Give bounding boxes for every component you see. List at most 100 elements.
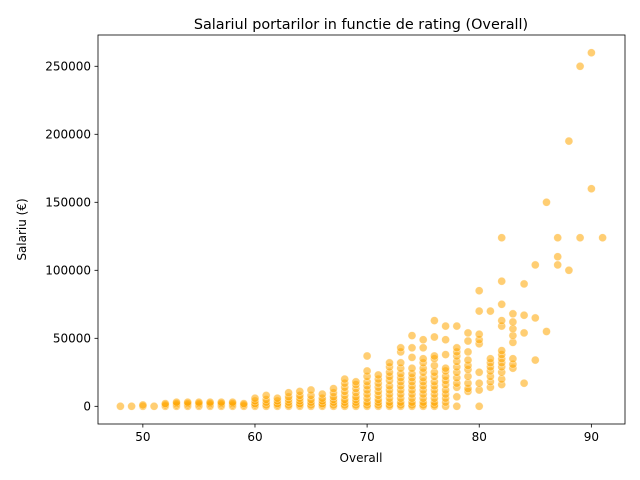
data-point bbox=[587, 48, 596, 58]
data-point bbox=[575, 62, 585, 71]
data-point bbox=[519, 279, 529, 289]
data-point bbox=[172, 397, 181, 407]
data-point bbox=[508, 354, 518, 364]
data-points bbox=[116, 48, 607, 411]
data-point bbox=[598, 233, 607, 242]
data-point bbox=[373, 370, 383, 380]
data-point bbox=[553, 252, 563, 262]
y-tick-label: 150000 bbox=[45, 196, 91, 210]
y-axis-label: Salariu (€) bbox=[15, 198, 29, 260]
data-point bbox=[474, 367, 484, 377]
data-point bbox=[261, 391, 271, 400]
data-point bbox=[497, 299, 507, 309]
data-point bbox=[116, 401, 125, 411]
data-point bbox=[441, 335, 450, 345]
data-point bbox=[194, 397, 204, 407]
y-tick-label: 100000 bbox=[45, 264, 91, 278]
data-point bbox=[474, 378, 484, 388]
data-point bbox=[486, 354, 495, 364]
data-point bbox=[138, 400, 148, 410]
data-point bbox=[407, 353, 417, 362]
data-point bbox=[317, 389, 327, 399]
data-point bbox=[407, 331, 417, 340]
data-point bbox=[418, 335, 428, 345]
data-point bbox=[508, 317, 518, 327]
data-point bbox=[452, 343, 462, 353]
data-point bbox=[161, 399, 170, 408]
data-point bbox=[273, 393, 282, 403]
data-point bbox=[519, 378, 529, 388]
data-point bbox=[407, 343, 417, 353]
data-point bbox=[452, 401, 462, 411]
y-tick-label: 50000 bbox=[53, 332, 91, 346]
data-point bbox=[463, 328, 473, 338]
data-point bbox=[418, 354, 428, 364]
data-point bbox=[306, 385, 316, 395]
data-point bbox=[205, 397, 215, 407]
data-point bbox=[149, 401, 159, 411]
y-tick-label: 0 bbox=[83, 400, 91, 414]
data-point bbox=[396, 358, 406, 368]
data-point bbox=[250, 393, 260, 403]
y-axis-ticks: 0 50000 100000 150000 200000 250000 bbox=[45, 60, 98, 414]
data-point bbox=[587, 184, 596, 193]
data-point bbox=[564, 136, 574, 146]
data-point bbox=[362, 351, 372, 361]
data-point bbox=[463, 355, 473, 365]
data-point bbox=[430, 351, 439, 361]
data-point bbox=[474, 306, 484, 316]
data-point bbox=[474, 286, 484, 296]
data-point bbox=[497, 276, 507, 286]
data-point bbox=[497, 233, 507, 242]
data-point bbox=[474, 329, 484, 339]
data-point bbox=[228, 397, 237, 407]
data-point bbox=[407, 363, 417, 373]
x-tick-label: 80 bbox=[472, 430, 487, 444]
x-tick-label: 50 bbox=[135, 430, 150, 444]
x-tick-label: 70 bbox=[359, 430, 374, 444]
data-point bbox=[284, 388, 293, 398]
x-axis-label: Overall bbox=[340, 451, 383, 465]
data-point bbox=[217, 397, 226, 407]
data-point bbox=[553, 233, 563, 242]
data-point bbox=[519, 328, 529, 338]
data-point bbox=[486, 306, 495, 316]
data-point bbox=[452, 392, 462, 402]
data-point bbox=[329, 384, 338, 393]
data-point bbox=[441, 350, 450, 359]
data-point bbox=[463, 336, 473, 346]
data-point bbox=[542, 198, 551, 207]
data-point bbox=[497, 346, 507, 355]
data-point bbox=[452, 321, 462, 331]
data-point bbox=[542, 327, 551, 336]
data-point bbox=[519, 310, 529, 320]
data-point bbox=[497, 316, 507, 325]
data-point bbox=[239, 399, 249, 408]
data-point bbox=[295, 387, 305, 396]
y-tick-label: 200000 bbox=[45, 128, 91, 142]
plot-area-frame bbox=[97, 34, 626, 425]
data-point bbox=[575, 233, 585, 242]
data-point bbox=[553, 260, 563, 270]
x-tick-label: 90 bbox=[584, 430, 599, 444]
data-point bbox=[508, 309, 518, 319]
data-point bbox=[127, 401, 136, 411]
data-point bbox=[351, 377, 361, 387]
data-point bbox=[530, 313, 540, 323]
data-point bbox=[441, 321, 450, 331]
data-point bbox=[396, 343, 406, 353]
chart-title: Salariul portarilor in functie de rating… bbox=[194, 17, 528, 33]
data-point bbox=[385, 358, 394, 368]
data-point bbox=[430, 316, 439, 325]
data-point bbox=[430, 332, 439, 342]
data-point bbox=[441, 363, 450, 373]
data-point bbox=[340, 374, 350, 384]
x-axis-ticks: 50 60 70 80 90 bbox=[135, 424, 599, 444]
data-point bbox=[530, 355, 540, 365]
data-point bbox=[183, 397, 192, 407]
data-point bbox=[362, 366, 372, 376]
x-tick-label: 60 bbox=[247, 430, 262, 444]
data-point bbox=[474, 401, 484, 411]
data-point bbox=[418, 343, 428, 353]
